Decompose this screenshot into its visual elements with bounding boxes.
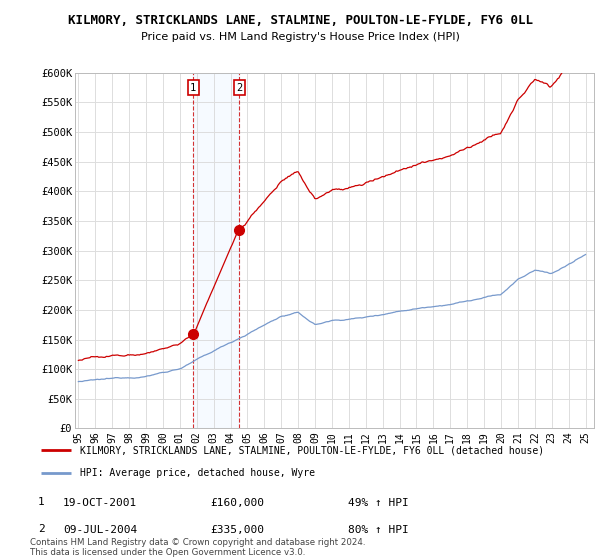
Text: 09-JUL-2004: 09-JUL-2004: [63, 525, 137, 535]
Text: 1: 1: [190, 83, 196, 92]
Text: Contains HM Land Registry data © Crown copyright and database right 2024.
This d: Contains HM Land Registry data © Crown c…: [30, 538, 365, 557]
Text: 1: 1: [38, 497, 45, 507]
Text: 2: 2: [236, 83, 242, 92]
Text: Price paid vs. HM Land Registry's House Price Index (HPI): Price paid vs. HM Land Registry's House …: [140, 32, 460, 43]
Text: £160,000: £160,000: [210, 498, 264, 508]
Text: £335,000: £335,000: [210, 525, 264, 535]
Text: 80% ↑ HPI: 80% ↑ HPI: [348, 525, 409, 535]
Text: HPI: Average price, detached house, Wyre: HPI: Average price, detached house, Wyre: [80, 468, 314, 478]
Text: 49% ↑ HPI: 49% ↑ HPI: [348, 498, 409, 508]
Text: 2: 2: [38, 524, 45, 534]
Bar: [193, 73, 239, 428]
Text: 19-OCT-2001: 19-OCT-2001: [63, 498, 137, 508]
Text: KILMORY, STRICKLANDS LANE, STALMINE, POULTON-LE-FYLDE, FY6 0LL (detached house): KILMORY, STRICKLANDS LANE, STALMINE, POU…: [80, 445, 544, 455]
Text: KILMORY, STRICKLANDS LANE, STALMINE, POULTON-LE-FYLDE, FY6 0LL: KILMORY, STRICKLANDS LANE, STALMINE, POU…: [67, 14, 533, 27]
